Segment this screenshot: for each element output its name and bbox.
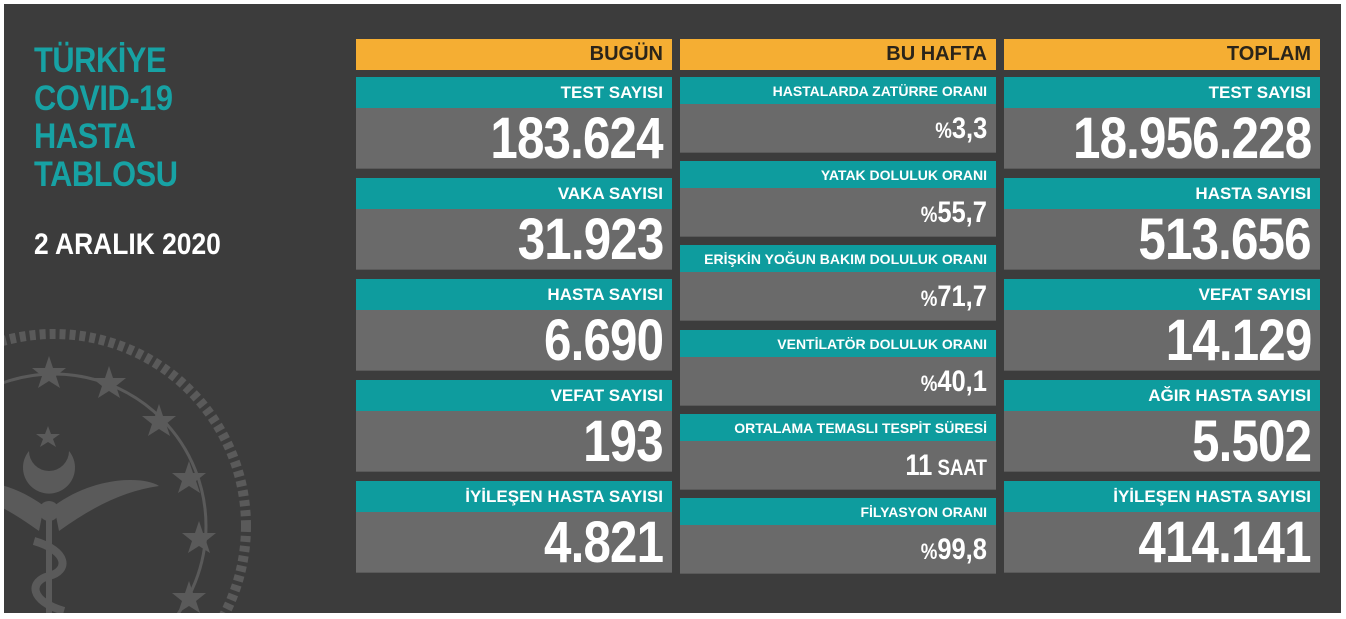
today-recovered-card: İYİLEŞEN HASTA SAYISI 4.821 (356, 481, 672, 574)
card-label: ERİŞKİN YOĞUN BAKIM DOLULUK ORANI (680, 245, 996, 272)
today-patient-card: HASTA SAYISI 6.690 (356, 279, 672, 372)
card-label: VAKA SAYISI (356, 178, 672, 209)
today-case-card: VAKA SAYISI 31.923 (356, 178, 672, 271)
total-patient-card: HASTA SAYISI 513.656 (1004, 178, 1320, 271)
week-pneumonia-card: HASTALARDA ZATÜRRE ORANI %3,3 (680, 77, 996, 153)
today-test-card: TEST SAYISI 183.624 (356, 77, 672, 170)
week-header: BU HAFTA (680, 39, 996, 70)
title-line: TABLOSU (34, 155, 178, 194)
total-column: TOPLAM TEST SAYISI 18.956.228 HASTA SAYI… (1004, 39, 1320, 579)
card-value: %71,7 (680, 272, 996, 321)
card-value: 193 (356, 411, 672, 473)
card-label: YATAK DOLULUK ORANI (680, 161, 996, 188)
report-date: 2 ARALIK 2020 (34, 228, 221, 261)
today-column: BUGÜN TEST SAYISI 183.624 VAKA SAYISI 31… (356, 39, 672, 579)
today-death-card: VEFAT SAYISI 193 (356, 380, 672, 473)
card-label: VEFAT SAYISI (1004, 279, 1320, 310)
card-label: HASTALARDA ZATÜRRE ORANI (680, 77, 996, 104)
card-value: 31.923 (356, 209, 672, 271)
page-title: TÜRKİYE COVID-19 HASTA TABLOSU (34, 41, 178, 194)
card-label: HASTA SAYISI (1004, 178, 1320, 209)
card-value: 183.624 (356, 108, 672, 170)
total-recovered-card: İYİLEŞEN HASTA SAYISI 414.141 (1004, 481, 1320, 574)
card-value: 11 SAAT (680, 441, 996, 490)
card-label: VENTİLATÖR DOLULUK ORANI (680, 330, 996, 357)
title-line: COVID-19 (34, 79, 173, 118)
today-header: BUGÜN (356, 39, 672, 70)
card-label: TEST SAYISI (356, 77, 672, 108)
week-contact-detection-time-card: ORTALAMA TEMASLI TESPİT SÜRESİ 11 SAAT (680, 414, 996, 490)
card-value: %3,3 (680, 104, 996, 153)
card-label: HASTA SAYISI (356, 279, 672, 310)
card-value: %55,7 (680, 188, 996, 237)
total-death-card: VEFAT SAYISI 14.129 (1004, 279, 1320, 372)
card-value: 513.656 (1004, 209, 1320, 271)
card-label: İYİLEŞEN HASTA SAYISI (356, 481, 672, 512)
card-label: İYİLEŞEN HASTA SAYISI (1004, 481, 1320, 512)
card-value: 4.821 (356, 512, 672, 574)
total-severe-patient-card: AĞIR HASTA SAYISI 5.502 (1004, 380, 1320, 473)
total-test-card: TEST SAYISI 18.956.228 (1004, 77, 1320, 170)
total-header: TOPLAM (1004, 39, 1320, 70)
card-label: FİLYASYON ORANI (680, 498, 996, 525)
week-icu-occupancy-card: ERİŞKİN YOĞUN BAKIM DOLULUK ORANI %71,7 (680, 245, 996, 321)
card-value: 5.502 (1004, 411, 1320, 473)
card-label: ORTALAMA TEMASLI TESPİT SÜRESİ (680, 414, 996, 441)
title-line: TÜRKİYE (34, 41, 167, 80)
card-value: 414.141 (1004, 512, 1320, 574)
card-value: 18.956.228 (1004, 108, 1320, 170)
card-value: 14.129 (1004, 310, 1320, 372)
card-label: TEST SAYISI (1004, 77, 1320, 108)
ministry-of-health-emblem-icon (4, 329, 251, 613)
title-line: HASTA (34, 117, 136, 156)
week-bed-occupancy-card: YATAK DOLULUK ORANI %55,7 (680, 161, 996, 237)
week-ventilator-occupancy-card: VENTİLATÖR DOLULUK ORANI %40,1 (680, 330, 996, 406)
card-label: VEFAT SAYISI (356, 380, 672, 411)
card-value: %40,1 (680, 357, 996, 406)
week-filiation-rate-card: FİLYASYON ORANI %99,8 (680, 498, 996, 574)
card-value: 6.690 (356, 310, 672, 372)
card-label: AĞIR HASTA SAYISI (1004, 380, 1320, 411)
card-value: %99,8 (680, 525, 996, 574)
covid-dashboard-panel: TÜRKİYE COVID-19 HASTA TABLOSU 2 ARALIK … (4, 4, 1341, 613)
week-column: BU HAFTA HASTALARDA ZATÜRRE ORANI %3,3 Y… (680, 39, 996, 579)
